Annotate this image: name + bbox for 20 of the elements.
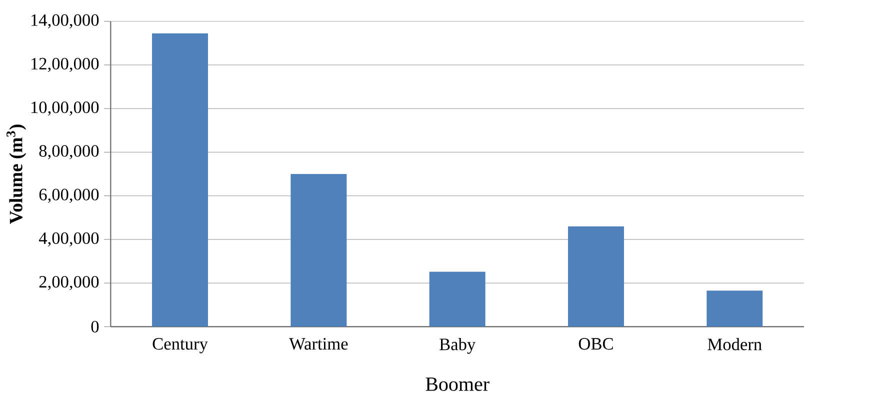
x-tick-label: OBC [578, 338, 613, 350]
x-tick-label: Century [152, 338, 208, 354]
y-tick-label: 2,00,000 [39, 276, 99, 290]
y-tick-label: 4,00,000 [38, 232, 99, 247]
x-tick-label: Baby [440, 338, 476, 354]
y-tick-label: 10,00,000 [31, 101, 99, 116]
y-tick-label: 6,00,000 [39, 188, 99, 203]
y-axis-title: Volume (m$^{3}$) [6, 124, 26, 224]
bar [568, 226, 624, 327]
bar [706, 290, 763, 327]
y-tick-label: 0 [91, 320, 99, 333]
bar [429, 272, 486, 327]
y-tick-label: 8,00,000 [39, 145, 99, 160]
bar [152, 33, 208, 327]
x-tick-label: Wartime [289, 338, 348, 350]
y-tick-label: 12,00,000 [31, 58, 99, 72]
x-tick-label: Modern [708, 338, 762, 350]
y-tick-label: 14,00,000 [31, 14, 99, 28]
bar [290, 174, 347, 327]
x-axis-title: Boomer [426, 378, 490, 391]
